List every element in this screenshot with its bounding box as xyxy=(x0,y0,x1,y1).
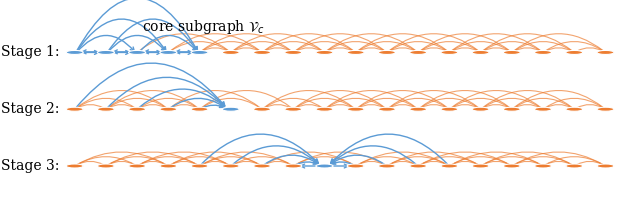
Ellipse shape xyxy=(97,164,115,168)
Ellipse shape xyxy=(66,50,83,54)
Ellipse shape xyxy=(534,164,552,168)
Ellipse shape xyxy=(222,50,239,54)
Ellipse shape xyxy=(129,164,146,168)
Ellipse shape xyxy=(285,50,302,54)
Ellipse shape xyxy=(160,50,177,54)
Ellipse shape xyxy=(285,107,302,111)
Ellipse shape xyxy=(285,164,302,168)
Ellipse shape xyxy=(253,107,271,111)
Ellipse shape xyxy=(472,164,489,168)
Ellipse shape xyxy=(253,50,271,54)
Ellipse shape xyxy=(316,164,333,168)
Ellipse shape xyxy=(191,107,208,111)
Ellipse shape xyxy=(347,164,364,168)
Ellipse shape xyxy=(222,107,239,111)
Ellipse shape xyxy=(441,50,458,54)
Ellipse shape xyxy=(566,50,583,54)
Ellipse shape xyxy=(566,107,583,111)
Ellipse shape xyxy=(347,107,364,111)
Ellipse shape xyxy=(316,50,333,54)
Ellipse shape xyxy=(503,164,520,168)
Ellipse shape xyxy=(66,107,83,111)
Ellipse shape xyxy=(503,107,520,111)
Ellipse shape xyxy=(316,107,333,111)
Ellipse shape xyxy=(410,107,427,111)
Ellipse shape xyxy=(97,107,115,111)
Ellipse shape xyxy=(129,107,146,111)
Ellipse shape xyxy=(566,164,583,168)
Ellipse shape xyxy=(253,164,271,168)
Ellipse shape xyxy=(410,50,427,54)
Ellipse shape xyxy=(160,107,177,111)
Text: Stage 1:: Stage 1: xyxy=(1,45,60,59)
Ellipse shape xyxy=(597,50,614,54)
Ellipse shape xyxy=(534,50,552,54)
Ellipse shape xyxy=(597,164,614,168)
Ellipse shape xyxy=(160,164,177,168)
Ellipse shape xyxy=(410,164,427,168)
Ellipse shape xyxy=(597,107,614,111)
Ellipse shape xyxy=(534,107,552,111)
Text: Stage 3:: Stage 3: xyxy=(1,159,60,173)
Text: Stage 2:: Stage 2: xyxy=(1,102,60,116)
Ellipse shape xyxy=(191,50,208,54)
Ellipse shape xyxy=(441,164,458,168)
Ellipse shape xyxy=(441,107,458,111)
Ellipse shape xyxy=(191,164,208,168)
Ellipse shape xyxy=(347,50,364,54)
Ellipse shape xyxy=(378,50,396,54)
Ellipse shape xyxy=(97,50,115,54)
Ellipse shape xyxy=(472,50,489,54)
Ellipse shape xyxy=(472,107,489,111)
Ellipse shape xyxy=(66,164,83,168)
Ellipse shape xyxy=(129,50,146,54)
Ellipse shape xyxy=(378,164,396,168)
Text: core subgraph $\mathcal{V}_c$: core subgraph $\mathcal{V}_c$ xyxy=(141,18,264,36)
Ellipse shape xyxy=(378,107,396,111)
Ellipse shape xyxy=(222,164,239,168)
Ellipse shape xyxy=(503,50,520,54)
